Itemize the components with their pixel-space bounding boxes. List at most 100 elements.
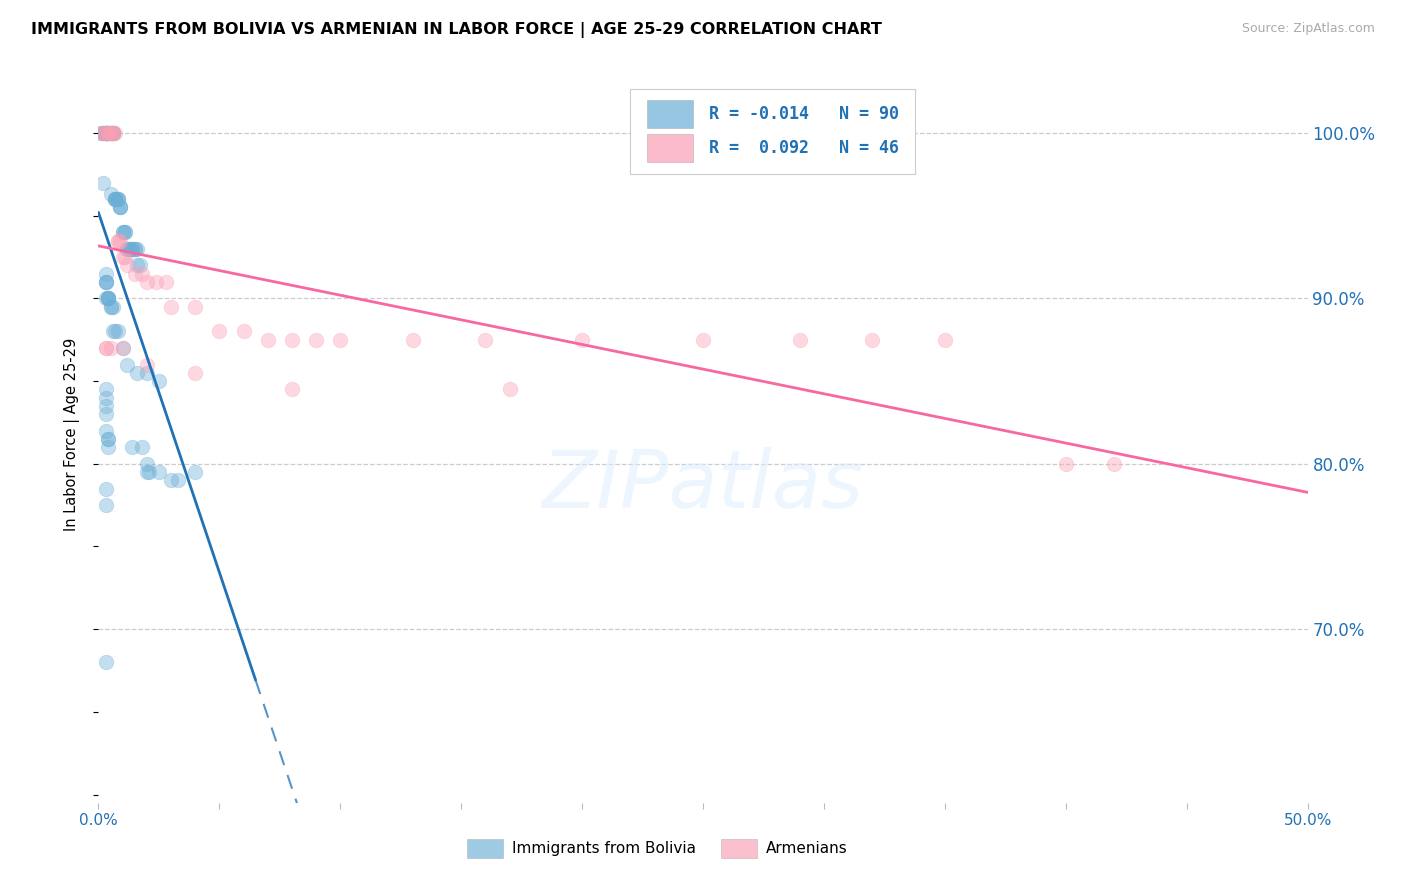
Point: [104, 126, 127, 140]
Point: [104, 192, 127, 206]
Point: [94, 407, 117, 421]
Point: [101, 126, 124, 140]
Point: [107, 192, 129, 206]
Point: [104, 192, 127, 206]
Point: [90, 126, 112, 140]
Point: [100, 341, 122, 355]
Point: [97, 292, 120, 306]
Point: [101, 126, 124, 140]
Point: [108, 201, 131, 215]
Point: [94, 126, 117, 140]
Point: [108, 201, 131, 215]
Point: [148, 374, 170, 388]
Bar: [721, 838, 758, 858]
Point: [108, 201, 131, 215]
Point: [94, 126, 117, 140]
Point: [101, 325, 124, 339]
Point: [127, 258, 149, 272]
Point: [148, 465, 170, 479]
Point: [402, 333, 425, 347]
Point: [160, 473, 183, 487]
Point: [94, 655, 117, 669]
Point: [1102, 457, 1125, 471]
Point: [94, 275, 117, 289]
Point: [104, 192, 127, 206]
Point: [305, 333, 328, 347]
Point: [135, 457, 157, 471]
Point: [107, 325, 129, 339]
Point: [135, 366, 157, 380]
Point: [111, 341, 134, 355]
Point: [100, 126, 122, 140]
Point: [281, 333, 304, 347]
Point: [97, 126, 120, 140]
Point: [100, 300, 122, 314]
Point: [100, 126, 122, 140]
Point: [121, 242, 143, 256]
Point: [94, 424, 117, 438]
Point: [94, 341, 117, 355]
Point: [97, 126, 120, 140]
Point: [860, 333, 883, 347]
Point: [100, 187, 122, 202]
Point: [124, 242, 146, 256]
Point: [94, 482, 117, 496]
Point: [256, 333, 278, 347]
Point: [571, 333, 593, 347]
Point: [91, 126, 114, 140]
Point: [94, 126, 117, 140]
Point: [107, 234, 129, 248]
Point: [94, 383, 117, 397]
Point: [127, 366, 149, 380]
Point: [121, 242, 143, 256]
Point: [128, 258, 150, 272]
Point: [94, 391, 117, 405]
Point: [94, 267, 117, 281]
Point: [474, 333, 496, 347]
Y-axis label: In Labor Force | Age 25-29: In Labor Force | Age 25-29: [63, 338, 80, 532]
Point: [90, 126, 112, 140]
Point: [94, 275, 117, 289]
Point: [100, 300, 122, 314]
Text: Immigrants from Bolivia: Immigrants from Bolivia: [512, 841, 696, 856]
Point: [94, 275, 117, 289]
Point: [94, 399, 117, 413]
Point: [167, 473, 190, 487]
Point: [107, 192, 129, 206]
Point: [124, 242, 146, 256]
Point: [117, 242, 139, 256]
Point: [97, 126, 120, 140]
Point: [692, 333, 714, 347]
Point: [934, 333, 956, 347]
Point: [94, 498, 117, 512]
Point: [101, 300, 124, 314]
Text: IMMIGRANTS FROM BOLIVIA VS ARMENIAN IN LABOR FORCE | AGE 25-29 CORRELATION CHART: IMMIGRANTS FROM BOLIVIA VS ARMENIAN IN L…: [31, 22, 882, 38]
Point: [121, 440, 143, 454]
Point: [114, 225, 136, 239]
Point: [145, 275, 167, 289]
Point: [208, 325, 231, 339]
Point: [94, 126, 117, 140]
Point: [97, 126, 120, 140]
Point: [789, 333, 811, 347]
Point: [101, 126, 124, 140]
Bar: [467, 838, 503, 858]
Point: [135, 465, 157, 479]
Point: [94, 341, 117, 355]
Point: [97, 292, 120, 306]
Point: [131, 440, 153, 454]
Point: [117, 258, 139, 272]
Point: [498, 383, 520, 397]
Point: [107, 192, 129, 206]
Point: [101, 126, 124, 140]
Point: [100, 126, 122, 140]
Point: [160, 300, 183, 314]
Point: [131, 267, 153, 281]
Point: [97, 432, 120, 446]
Point: [281, 383, 304, 397]
Text: Source: ZipAtlas.com: Source: ZipAtlas.com: [1241, 22, 1375, 36]
Point: [184, 366, 207, 380]
Point: [97, 126, 120, 140]
Point: [97, 432, 120, 446]
Point: [97, 126, 120, 140]
